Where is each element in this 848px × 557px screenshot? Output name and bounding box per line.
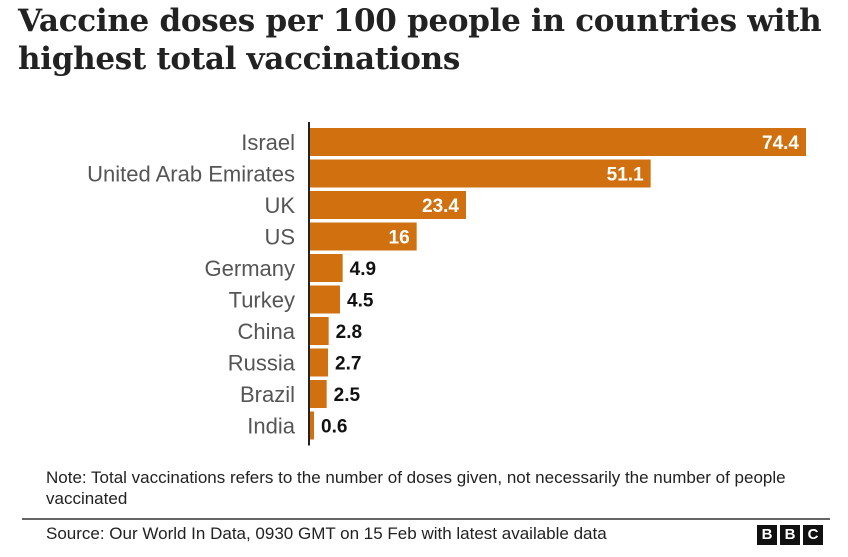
bar [310, 348, 328, 377]
category-label: India [247, 414, 295, 439]
value-label: 4.9 [350, 259, 376, 280]
value-label: 2.7 [335, 354, 361, 375]
category-label: Germany [205, 256, 295, 281]
category-label: US [264, 225, 295, 250]
source-text: Source: Our World In Data, 0930 GMT on 1… [46, 524, 607, 543]
bar [310, 159, 651, 188]
bar [310, 411, 314, 440]
category-label: United Arab Emirates [87, 162, 295, 187]
logo-letter: B [757, 525, 777, 545]
logo-letter: B [780, 525, 800, 545]
value-label: 51.1 [607, 165, 644, 186]
category-label: Turkey [229, 288, 295, 313]
category-label: China [238, 319, 296, 344]
value-label: 2.8 [336, 322, 362, 343]
value-label: 0.6 [321, 417, 347, 438]
value-label: 16 [389, 228, 410, 249]
category-label: Russia [228, 351, 296, 376]
category-label: UK [264, 193, 295, 218]
chart-title: Vaccine doses per 100 people in countrie… [18, 3, 822, 77]
bbc-logo: B B C [757, 525, 823, 545]
value-label: 4.5 [347, 291, 374, 312]
bar [310, 191, 466, 219]
bar [310, 317, 329, 345]
category-label: Brazil [240, 382, 295, 407]
bar [310, 222, 417, 251]
bar [310, 128, 806, 156]
divider [22, 518, 830, 520]
bar [310, 285, 340, 314]
bar [310, 254, 343, 282]
logo-letter: C [803, 525, 823, 545]
value-label: 74.4 [762, 133, 799, 154]
bar-chart: Israel 74.4 United Arab Emirates 51.1 UK 23.4… [87, 122, 806, 446]
chart-note: Note: Total vaccinations refers to the n… [46, 468, 786, 508]
category-label: Israel [241, 130, 295, 155]
value-label: 2.5 [334, 385, 361, 406]
value-label: 23.4 [422, 196, 459, 217]
bar [310, 380, 327, 408]
